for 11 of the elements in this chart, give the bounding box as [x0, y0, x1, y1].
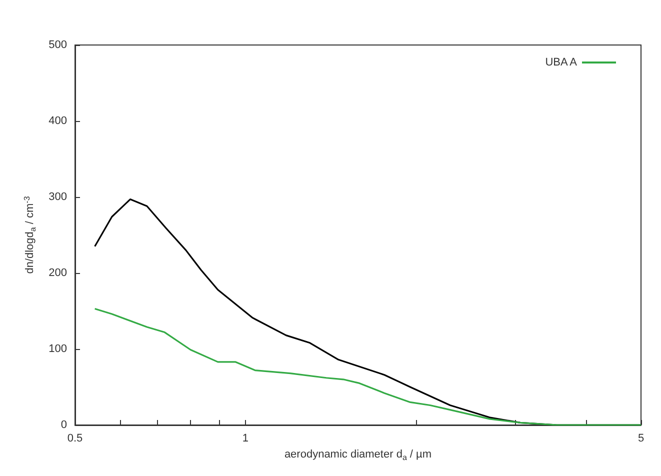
- y-tick-label: 200: [48, 267, 67, 279]
- y-tick-label: 500: [48, 39, 67, 51]
- y-tick-label: 0: [60, 419, 67, 431]
- y-tick-label: 100: [48, 343, 67, 355]
- x-tick-label: 5: [638, 432, 644, 444]
- y-tick-label: 400: [48, 115, 67, 127]
- y-tick-label: 300: [48, 191, 67, 203]
- legend-label: UBA A: [545, 56, 578, 68]
- x-tick-label: 0.5: [67, 432, 83, 444]
- y-axis-title: dn/dlogda / cm-3: [22, 196, 38, 274]
- x-tick-label: 1: [242, 432, 248, 444]
